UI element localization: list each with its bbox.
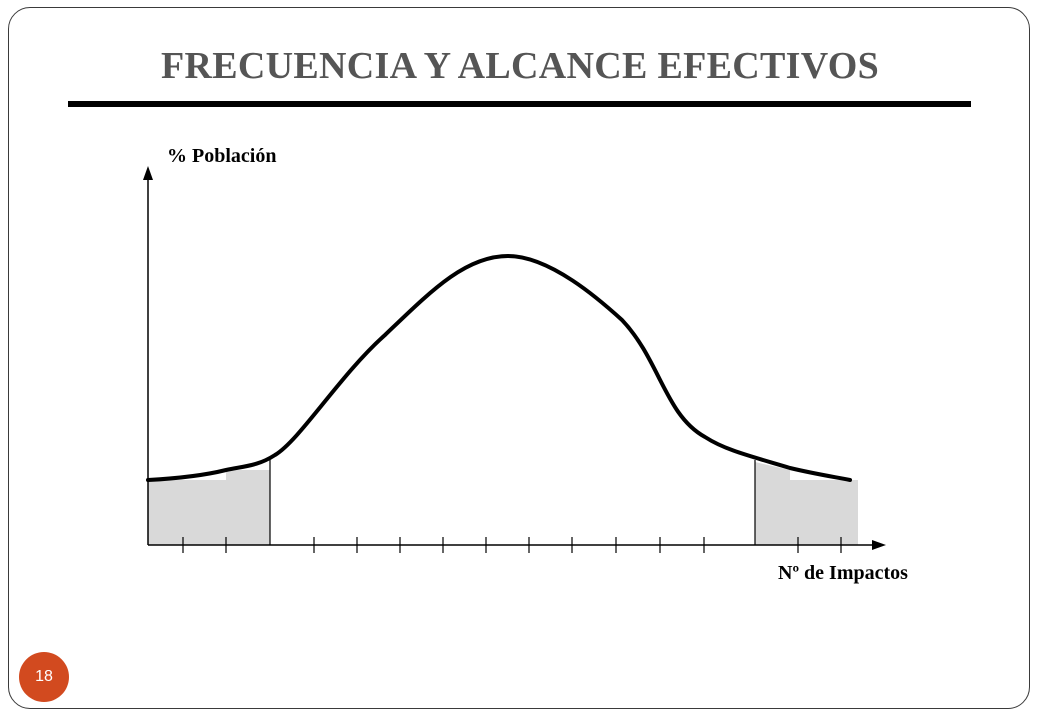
title-underline (68, 101, 971, 107)
distribution-curve (146, 254, 852, 482)
slide-title: FRECUENCIA Y ALCANCE EFECTIVOS (160, 45, 880, 87)
page-number-badge: 18 (19, 652, 69, 702)
shaded-region-right (755, 462, 858, 545)
x-axis-ticks (182, 537, 842, 553)
x-axis-label: Nº de Impactos (778, 562, 908, 584)
y-axis-label: % Población (167, 145, 277, 167)
x-axis-arrow (872, 540, 886, 550)
y-axis-arrow (143, 166, 153, 180)
slide-frame (8, 7, 1030, 709)
shaded-region-left (148, 470, 270, 545)
